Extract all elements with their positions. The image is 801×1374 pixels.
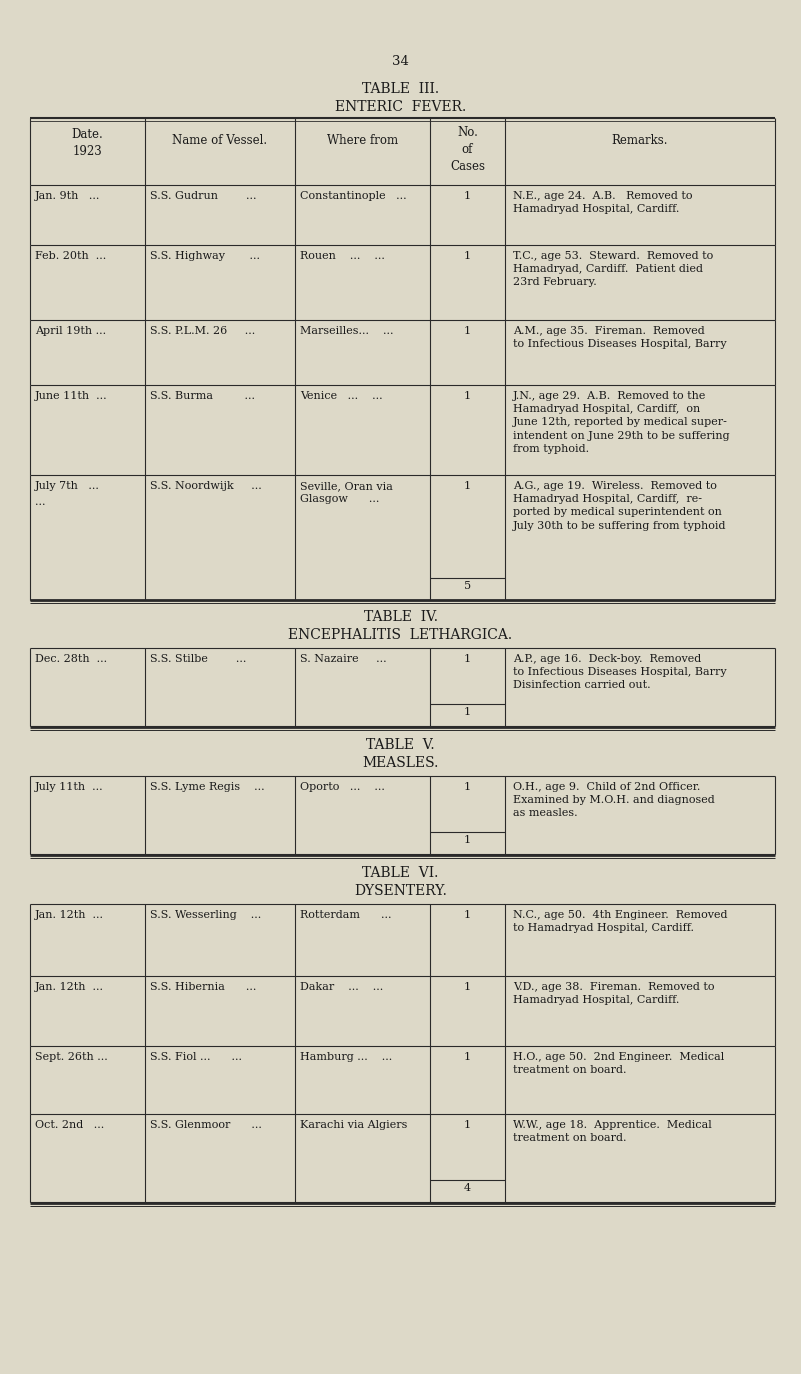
Text: 1: 1 (464, 910, 471, 921)
Text: 4: 4 (464, 1183, 471, 1193)
Text: Karachi via Algiers: Karachi via Algiers (300, 1120, 408, 1129)
Text: S.S. Noordwijk     ...: S.S. Noordwijk ... (150, 481, 262, 491)
Text: 1: 1 (464, 982, 471, 992)
Text: S.S. Stilbe        ...: S.S. Stilbe ... (150, 654, 247, 664)
Text: S.S. Wesserling    ...: S.S. Wesserling ... (150, 910, 261, 921)
Text: 1: 1 (464, 251, 471, 261)
Text: Remarks.: Remarks. (612, 133, 668, 147)
Text: 1: 1 (464, 326, 471, 337)
Text: N.C., age 50.  4th Engineer.  Removed
to Hamadryad Hospital, Cardiff.: N.C., age 50. 4th Engineer. Removed to H… (513, 910, 727, 933)
Text: Dec. 28th  ...: Dec. 28th ... (35, 654, 107, 664)
Text: Jan. 12th  ...: Jan. 12th ... (35, 982, 104, 992)
Text: 34: 34 (392, 55, 409, 67)
Text: MEASLES.: MEASLES. (362, 756, 439, 769)
Text: S.S. Hibernia      ...: S.S. Hibernia ... (150, 982, 256, 992)
Text: Oct. 2nd   ...: Oct. 2nd ... (35, 1120, 104, 1129)
Text: S.S. Gudrun        ...: S.S. Gudrun ... (150, 191, 256, 201)
Text: July 7th   ...: July 7th ... (35, 481, 100, 491)
Text: S.S. Fiol ...      ...: S.S. Fiol ... ... (150, 1052, 242, 1062)
Text: W.W., age 18.  Apprentice.  Medical
treatment on board.: W.W., age 18. Apprentice. Medical treatm… (513, 1120, 712, 1143)
Text: Date.
1923: Date. 1923 (71, 128, 103, 158)
Text: April 19th ...: April 19th ... (35, 326, 106, 337)
Text: V.D., age 38.  Fireman.  Removed to
Hamadryad Hospital, Cardiff.: V.D., age 38. Fireman. Removed to Hamadr… (513, 982, 714, 1006)
Text: Marseilles...    ...: Marseilles... ... (300, 326, 393, 337)
Text: ENTERIC  FEVER.: ENTERIC FEVER. (335, 100, 466, 114)
Text: TABLE  VI.: TABLE VI. (362, 866, 439, 879)
Text: T.C., age 53.  Steward.  Removed to
Hamadryad, Cardiff.  Patient died
23rd Febru: T.C., age 53. Steward. Removed to Hamadr… (513, 251, 713, 287)
Text: S.S. Highway       ...: S.S. Highway ... (150, 251, 260, 261)
Text: TABLE  III.: TABLE III. (362, 82, 439, 96)
Text: TABLE  V.: TABLE V. (366, 738, 435, 752)
Text: S.S. P.L.M. 26     ...: S.S. P.L.M. 26 ... (150, 326, 256, 337)
Text: 1: 1 (464, 708, 471, 717)
Text: A.G., age 19.  Wireless.  Removed to
Hamadryad Hospital, Cardiff,  re-
ported by: A.G., age 19. Wireless. Removed to Hamad… (513, 481, 727, 530)
Text: ...: ... (35, 497, 46, 507)
Text: Jan. 12th  ...: Jan. 12th ... (35, 910, 104, 921)
Text: Venice   ...    ...: Venice ... ... (300, 392, 383, 401)
Text: A.P., age 16.  Deck-boy.  Removed
to Infectious Diseases Hospital, Barry
Disinfe: A.P., age 16. Deck-boy. Removed to Infec… (513, 654, 727, 690)
Text: S. Nazaire     ...: S. Nazaire ... (300, 654, 387, 664)
Text: O.H., age 9.  Child of 2nd Officer.
Examined by M.O.H. and diagnosed
as measles.: O.H., age 9. Child of 2nd Officer. Exami… (513, 782, 714, 819)
Text: 1: 1 (464, 782, 471, 791)
Text: N.E., age 24.  A.B.   Removed to
Hamadryad Hospital, Cardiff.: N.E., age 24. A.B. Removed to Hamadryad … (513, 191, 693, 214)
Text: Rouen    ...    ...: Rouen ... ... (300, 251, 384, 261)
Text: Sept. 26th ...: Sept. 26th ... (35, 1052, 108, 1062)
Text: 1: 1 (464, 191, 471, 201)
Text: June 11th  ...: June 11th ... (35, 392, 107, 401)
Text: 1: 1 (464, 654, 471, 664)
Text: DYSENTERY.: DYSENTERY. (354, 883, 447, 899)
Text: J.N., age 29.  A.B.  Removed to the
Hamadryad Hospital, Cardiff,  on
June 12th, : J.N., age 29. A.B. Removed to the Hamadr… (513, 392, 730, 453)
Text: Hamburg ...    ...: Hamburg ... ... (300, 1052, 392, 1062)
Text: ENCEPHALITIS  LETHARGICA.: ENCEPHALITIS LETHARGICA. (288, 628, 513, 642)
Text: Where from: Where from (327, 133, 398, 147)
Text: 1: 1 (464, 392, 471, 401)
Text: TABLE  IV.: TABLE IV. (364, 610, 437, 624)
Text: Feb. 20th  ...: Feb. 20th ... (35, 251, 107, 261)
Text: 5: 5 (464, 581, 471, 591)
Text: 1: 1 (464, 835, 471, 845)
Text: A.M., age 35.  Fireman.  Removed
to Infectious Diseases Hospital, Barry: A.M., age 35. Fireman. Removed to Infect… (513, 326, 727, 349)
Text: July 11th  ...: July 11th ... (35, 782, 103, 791)
Text: S.S. Burma         ...: S.S. Burma ... (150, 392, 255, 401)
Text: Rotterdam      ...: Rotterdam ... (300, 910, 392, 921)
Text: Constantinople   ...: Constantinople ... (300, 191, 407, 201)
Text: Jan. 9th   ...: Jan. 9th ... (35, 191, 100, 201)
Text: S.S. Glenmoor      ...: S.S. Glenmoor ... (150, 1120, 262, 1129)
Text: Name of Vessel.: Name of Vessel. (172, 133, 268, 147)
Text: Seville, Oran via
Glasgow      ...: Seville, Oran via Glasgow ... (300, 481, 392, 504)
Text: Dakar    ...    ...: Dakar ... ... (300, 982, 383, 992)
Text: 1: 1 (464, 1120, 471, 1129)
Text: H.O., age 50.  2nd Engineer.  Medical
treatment on board.: H.O., age 50. 2nd Engineer. Medical trea… (513, 1052, 724, 1076)
Text: S.S. Lyme Regis    ...: S.S. Lyme Regis ... (150, 782, 264, 791)
Text: No.
of
Cases: No. of Cases (450, 126, 485, 173)
Text: Oporto   ...    ...: Oporto ... ... (300, 782, 384, 791)
Text: 1: 1 (464, 1052, 471, 1062)
Text: 1: 1 (464, 481, 471, 491)
